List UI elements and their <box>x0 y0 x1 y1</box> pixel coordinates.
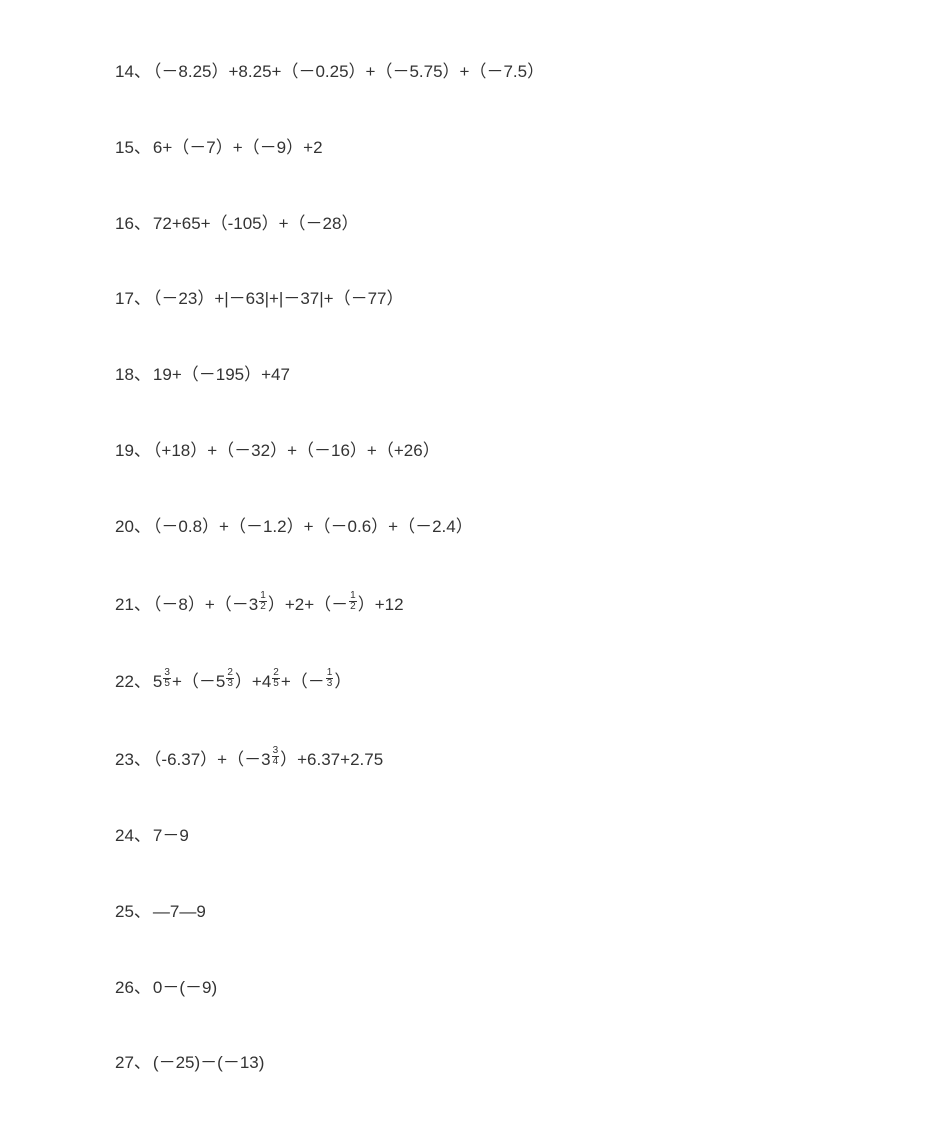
fraction-denominator: 3 <box>326 679 334 689</box>
problem-separator: 、 <box>134 902 151 921</box>
problem-row: 22、535+（－523）+425+（－13） <box>115 668 945 694</box>
problem-separator: 、 <box>134 441 151 460</box>
problem-expression: （+18）+（－32）+（－16）+（+26） <box>153 441 440 460</box>
fraction-denominator: 3 <box>226 679 234 689</box>
problem-number: 14 <box>115 62 134 81</box>
expr-text: 7－9 <box>153 826 189 845</box>
problem-number: 17 <box>115 289 134 308</box>
problem-row: 15、6+（－7）+（－9）+2 <box>115 136 945 160</box>
expr-text: ）+6.37+2.75 <box>280 750 383 769</box>
problem-expression: 0－(－9) <box>153 978 217 997</box>
problem-row: 18、19+（－195）+47 <box>115 363 945 387</box>
problem-separator: 、 <box>134 1053 151 1072</box>
expr-text: ―7―9 <box>153 902 206 921</box>
worksheet-page: 14、（－8.25）+8.25+（－0.25）+（－5.75）+（－7.5）15… <box>0 0 945 1075</box>
expr-text: （-6.37）+（－3 <box>153 750 271 769</box>
expr-text: 5 <box>153 672 162 691</box>
fraction-denominator: 2 <box>259 602 267 612</box>
problem-number: 25 <box>115 902 134 921</box>
problem-expression: （－8）+（－312）+2+（－12）+12 <box>153 595 404 614</box>
problem-row: 23、（-6.37）+（－334）+6.37+2.75 <box>115 746 945 772</box>
problem-row: 26、0－(－9) <box>115 976 945 1000</box>
problem-number: 20 <box>115 517 134 536</box>
problem-number: 16 <box>115 214 134 233</box>
problem-number: 27 <box>115 1053 134 1072</box>
problem-row: 14、（－8.25）+8.25+（－0.25）+（－5.75）+（－7.5） <box>115 60 945 84</box>
problem-row: 20、（－0.8）+（－1.2）+（－0.6）+（－2.4） <box>115 515 945 539</box>
problem-expression: 6+（－7）+（－9）+2 <box>153 138 323 157</box>
problem-expression: （－23）+|－63|+|－37|+（－77） <box>153 289 404 308</box>
problem-row: 16、72+65+（-105）+（－28） <box>115 212 945 236</box>
problem-expression: 535+（－523）+425+（－13） <box>153 672 351 691</box>
problem-number: 19 <box>115 441 134 460</box>
expr-text: 6+（－7）+（－9）+2 <box>153 138 323 157</box>
problem-expression: (－25)－(－13) <box>153 1053 264 1072</box>
problem-separator: 、 <box>134 826 151 845</box>
problem-separator: 、 <box>134 672 151 691</box>
fraction-denominator: 4 <box>272 757 280 767</box>
expr-text: （－0.8）+（－1.2）+（－0.6）+（－2.4） <box>153 517 473 536</box>
fraction-denominator: 5 <box>163 679 171 689</box>
fraction-numerator: 1 <box>349 591 357 602</box>
problem-row: 21、（－8）+（－312）+2+（－12）+12 <box>115 591 945 617</box>
fraction-denominator: 2 <box>349 602 357 612</box>
expr-text: （+18）+（－32）+（－16）+（+26） <box>153 441 440 460</box>
fraction: 12 <box>259 591 267 612</box>
problem-separator: 、 <box>134 978 151 997</box>
problem-separator: 、 <box>134 289 151 308</box>
problem-row: 17、（－23）+|－63|+|－37|+（－77） <box>115 287 945 311</box>
expr-text: (－25)－(－13) <box>153 1053 264 1072</box>
expr-text: （－23）+|－63|+|－37|+（－77） <box>153 289 404 308</box>
problem-number: 24 <box>115 826 134 845</box>
expr-text: （－8.25）+8.25+（－0.25）+（－5.75）+（－7.5） <box>153 62 544 81</box>
fraction: 34 <box>272 746 280 767</box>
expr-text: （－8）+（－3 <box>153 595 258 614</box>
expr-text: 19+（－195）+47 <box>153 365 290 384</box>
expr-text: ）+12 <box>358 595 404 614</box>
problem-number: 15 <box>115 138 134 157</box>
problem-separator: 、 <box>134 138 151 157</box>
fraction: 35 <box>163 668 171 689</box>
problem-expression: ―7―9 <box>153 902 206 921</box>
problem-number: 21 <box>115 595 134 614</box>
fraction: 23 <box>226 668 234 689</box>
expr-text: 72+65+（-105）+（－28） <box>153 214 359 233</box>
expr-text: ） <box>334 672 351 691</box>
problem-row: 27、(－25)－(－13) <box>115 1051 945 1075</box>
expr-text: ）+4 <box>235 672 271 691</box>
fraction: 25 <box>272 668 280 689</box>
problem-number: 18 <box>115 365 134 384</box>
expr-text: +（－5 <box>172 672 225 691</box>
fraction-denominator: 5 <box>272 679 280 689</box>
fraction: 13 <box>326 668 334 689</box>
problem-expression: 72+65+（-105）+（－28） <box>153 214 359 233</box>
problem-row: 24、7－9 <box>115 824 945 848</box>
expr-text: 0－(－9) <box>153 978 217 997</box>
expr-text: ）+2+（－ <box>268 595 348 614</box>
fraction-numerator: 1 <box>259 591 267 602</box>
fraction: 12 <box>349 591 357 612</box>
problem-separator: 、 <box>134 214 151 233</box>
problem-expression: （-6.37）+（－334）+6.37+2.75 <box>153 750 383 769</box>
problem-separator: 、 <box>134 750 151 769</box>
problem-row: 19、（+18）+（－32）+（－16）+（+26） <box>115 439 945 463</box>
problem-number: 26 <box>115 978 134 997</box>
problem-expression: 7－9 <box>153 826 189 845</box>
problem-expression: 19+（－195）+47 <box>153 365 290 384</box>
problem-row: 25、―7―9 <box>115 900 945 924</box>
expr-text: +（－ <box>281 672 325 691</box>
problem-expression: （－8.25）+8.25+（－0.25）+（－5.75）+（－7.5） <box>153 62 544 81</box>
problem-separator: 、 <box>134 517 151 536</box>
problem-separator: 、 <box>134 62 151 81</box>
problem-separator: 、 <box>134 365 151 384</box>
problem-separator: 、 <box>134 595 151 614</box>
problem-number: 22 <box>115 672 134 691</box>
problem-number: 23 <box>115 750 134 769</box>
problem-expression: （－0.8）+（－1.2）+（－0.6）+（－2.4） <box>153 517 473 536</box>
